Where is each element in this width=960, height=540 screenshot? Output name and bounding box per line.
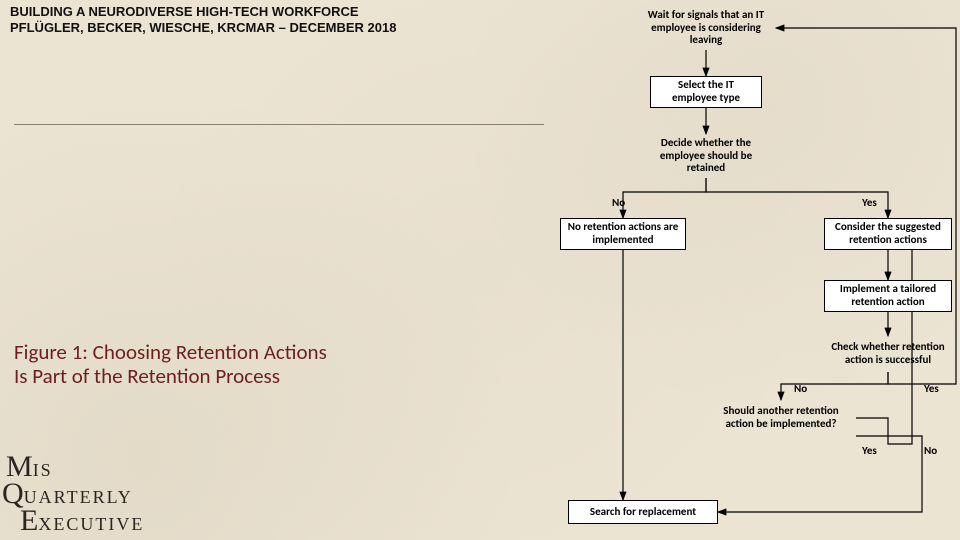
edge-label: No <box>924 444 937 457</box>
node-search: Search for replacement <box>568 500 718 524</box>
edge-label: Yes <box>862 196 877 209</box>
page-root: BUILDING A NEURODIVERSE HIGH-TECH WORKFO… <box>0 0 960 540</box>
node-decide: Decide whether the employee should be re… <box>636 134 776 178</box>
edge-label: No <box>794 382 807 395</box>
flowchart-container: Wait for signals that an IT employee is … <box>0 0 960 540</box>
edge-label: Yes <box>924 382 939 395</box>
flowchart-arrows <box>0 0 960 540</box>
node-consider: Consider the suggested retention actions <box>824 218 952 250</box>
node-noact: No retention actions are implemented <box>560 218 686 250</box>
node-wait: Wait for signals that an IT employee is … <box>636 6 776 50</box>
node-impl: Implement a tailored retention action <box>824 280 952 312</box>
edge-label: Yes <box>862 444 877 457</box>
node-another: Should another retention action be imple… <box>706 400 856 436</box>
node-select: Select the IT employee type <box>650 76 762 108</box>
node-check: Check whether retention action is succes… <box>824 336 952 372</box>
edge-label: No <box>612 196 625 209</box>
